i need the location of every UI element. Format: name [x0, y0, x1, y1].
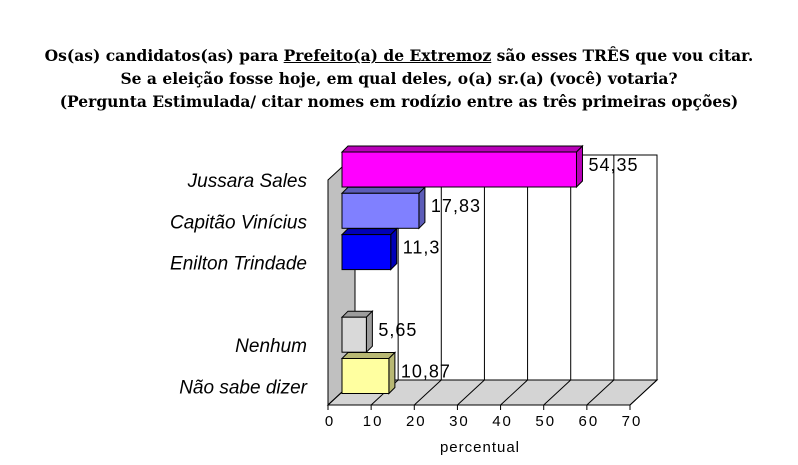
x-tick-label: 40: [492, 413, 513, 430]
title-line: (Pergunta Estimulada/ citar nomes em rod…: [59, 92, 739, 111]
y-tick-label: Nenhum: [235, 336, 307, 357]
title-line: Os(as) candidatos(as) para Prefeito(a) d…: [0, 44, 798, 67]
value-label: 5,65: [378, 320, 417, 340]
x-tick-label: 50: [535, 413, 556, 430]
value-label: 54,35: [588, 155, 638, 175]
value-label: 10,87: [401, 361, 451, 381]
x-tick-label: 30: [449, 413, 470, 430]
bar: [341, 316, 367, 353]
chart-title: Os(as) candidatos(as) para Prefeito(a) d…: [0, 44, 798, 113]
bar: [341, 192, 420, 229]
bar-top: [340, 186, 427, 194]
title-line: Se a eleição fosse hoje, em qual deles, …: [120, 69, 678, 88]
grid-line: [457, 379, 485, 406]
title-part: Os(as) candidatos(as) para: [44, 46, 279, 65]
x-tick-label: 10: [363, 413, 384, 430]
bar-top: [340, 228, 398, 236]
y-tick-label: Capitão Vinícius: [170, 212, 307, 233]
title-part: Prefeito(a) de Extremoz: [283, 46, 492, 65]
bar-side: [390, 227, 398, 271]
bar-side: [418, 186, 426, 230]
y-tick-label: Enilton Trindade: [170, 254, 307, 275]
value-label: 11,3: [403, 237, 441, 257]
grid-line: [586, 379, 615, 406]
bar-top: [340, 145, 584, 153]
bar-side: [575, 144, 583, 189]
bar-top: [340, 352, 397, 359]
x-tick-label: 20: [406, 413, 427, 430]
grid-line: [413, 379, 442, 406]
y-tick-label: Não sabe dizer: [179, 378, 307, 399]
grid-line: [500, 379, 528, 406]
value-label: 17,83: [431, 196, 481, 216]
bar: [341, 358, 390, 394]
grid-line: [543, 379, 572, 406]
bar: [341, 151, 577, 188]
bar-side: [388, 351, 396, 395]
title-part: são esses TRÊS que vou citar.: [496, 46, 754, 65]
bar: [341, 234, 392, 271]
x-axis-label: percentual: [440, 439, 520, 456]
bar-side: [365, 309, 373, 354]
y-tick-label: Jussara Sales: [187, 171, 308, 192]
x-tick-label: 0: [325, 413, 335, 430]
x-tick-label: 70: [622, 413, 643, 430]
x-tick-label: 60: [579, 413, 600, 430]
grid-line: [629, 379, 658, 406]
